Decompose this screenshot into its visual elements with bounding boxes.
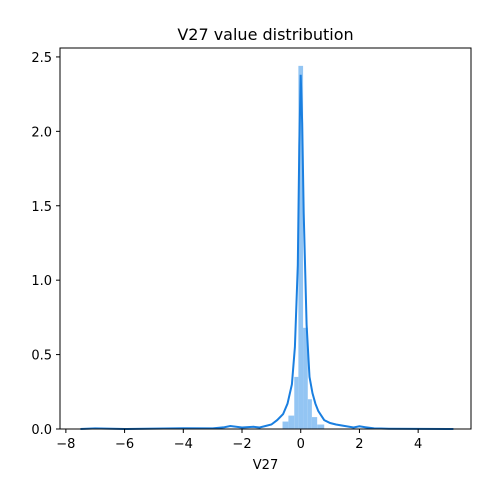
chart-title: V27 value distribution — [177, 25, 353, 44]
histogram-bar-3 — [298, 65, 304, 429]
y-tick-label: 0.5 — [31, 349, 52, 364]
y-tick-label: 0.0 — [31, 423, 52, 438]
plot-frame — [59, 47, 472, 430]
x-tick-label: 4 — [414, 437, 422, 452]
x-axis-label: V27 — [253, 458, 278, 473]
histogram-bar-2 — [294, 376, 299, 429]
y-tick-label: 1.5 — [31, 200, 52, 215]
x-tick-label: −2 — [232, 437, 251, 452]
x-tick-label: −4 — [174, 437, 193, 452]
histogram-bar-7 — [317, 424, 325, 429]
kde-line — [80, 74, 454, 431]
histogram-bar-0 — [282, 421, 289, 429]
histogram-bars — [282, 65, 325, 429]
y-axis: 0.0 0.5 1.0 1.5 2.0 2.5 — [31, 51, 60, 438]
histogram-bar-6 — [311, 417, 318, 429]
x-axis: −8 −6 −4 −2 0 2 4 — [56, 429, 422, 452]
x-tick-label: 2 — [355, 437, 363, 452]
y-tick-label: 2.5 — [31, 51, 52, 66]
y-tick-label: 2.0 — [31, 125, 52, 140]
y-tick-label: 1.0 — [31, 274, 52, 289]
x-tick-label: −8 — [56, 437, 75, 452]
histogram-bar-4 — [303, 327, 308, 429]
histogram-bar-1 — [288, 415, 295, 429]
histogram-bar-5 — [307, 399, 312, 429]
x-tick-label: 0 — [297, 437, 305, 452]
x-tick-label: −6 — [115, 437, 134, 452]
